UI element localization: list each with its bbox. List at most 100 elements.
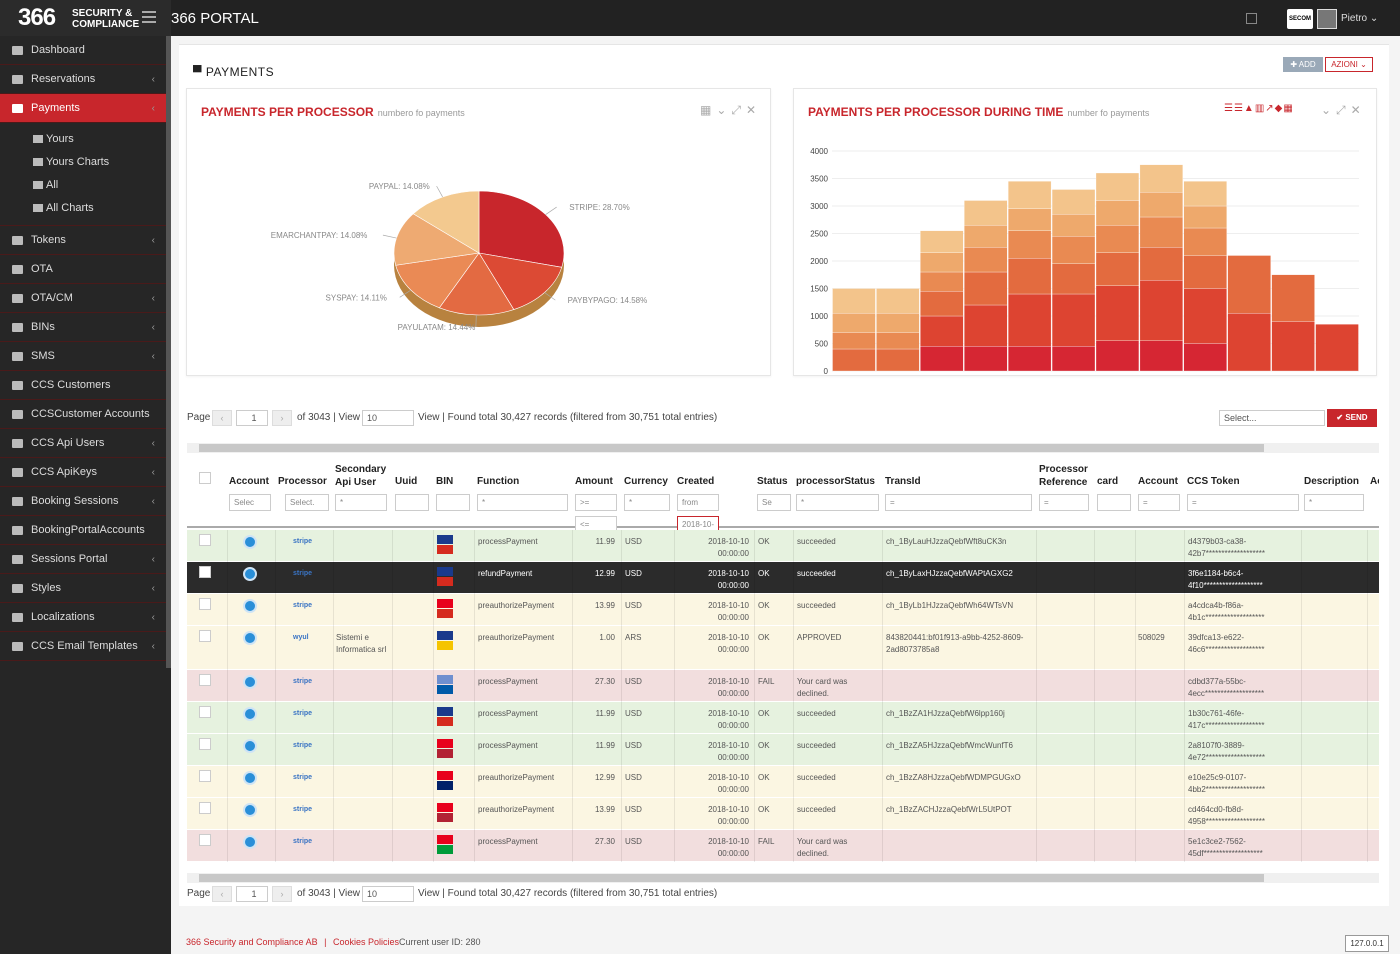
table-row[interactable]: stripe processPayment 11.99 USD 2018-10-10 00… bbox=[187, 734, 1379, 766]
bar-7-4[interactable] bbox=[1139, 192, 1183, 218]
bar-10-1[interactable] bbox=[1271, 321, 1315, 372]
bar-0-5[interactable] bbox=[832, 288, 876, 314]
bar-8-0[interactable] bbox=[1183, 343, 1227, 372]
bar-4-4[interactable] bbox=[1008, 208, 1052, 231]
filter-token[interactable]: = bbox=[1187, 494, 1299, 511]
row-checkbox[interactable] bbox=[199, 630, 211, 642]
bar-7-2[interactable] bbox=[1139, 247, 1183, 281]
pie-slice-4[interactable] bbox=[393, 213, 480, 266]
filter-pstatus[interactable]: * bbox=[796, 494, 879, 511]
sidebar-item-ccscustomer-accounts[interactable]: CCSCustomer Accounts bbox=[0, 400, 171, 429]
sidebar-item-ota-cm[interactable]: OTA/CM ‹ bbox=[0, 284, 171, 313]
bar-7-5[interactable] bbox=[1139, 164, 1183, 193]
bar-1-4[interactable] bbox=[876, 313, 920, 333]
filter-desc[interactable]: * bbox=[1304, 494, 1364, 511]
row-checkbox[interactable] bbox=[199, 674, 211, 686]
page-input[interactable]: 1 bbox=[236, 410, 268, 426]
add-button[interactable]: ✚ ADD bbox=[1283, 57, 1323, 72]
filter-created-to[interactable]: 2018-10- bbox=[677, 516, 719, 533]
column-header-account[interactable]: Account bbox=[1138, 476, 1178, 487]
filter-amt1[interactable]: >= bbox=[575, 494, 617, 511]
filter-acc2[interactable]: = bbox=[1138, 494, 1180, 511]
bar-0-2[interactable] bbox=[832, 348, 876, 372]
column-header-currency[interactable]: Currency bbox=[624, 476, 668, 487]
bar-6-3[interactable] bbox=[1095, 225, 1140, 253]
sidebar-item-sms[interactable]: SMS ‹ bbox=[0, 342, 171, 371]
row-checkbox[interactable] bbox=[199, 534, 211, 546]
horizontal-scrollbar[interactable] bbox=[187, 443, 1379, 453]
filter-account[interactable]: Selec bbox=[229, 494, 271, 511]
column-header-secondary-api-user[interactable]: Secondary Api User bbox=[335, 464, 387, 488]
bar-8-2[interactable] bbox=[1183, 255, 1227, 289]
bar-1-3[interactable] bbox=[876, 332, 920, 350]
bar-9-2[interactable] bbox=[1227, 255, 1271, 314]
bar-8-3[interactable] bbox=[1183, 227, 1227, 256]
row-checkbox[interactable] bbox=[199, 802, 211, 814]
table-row[interactable]: stripe preauthorizePayment 13.99 USD 2018-10… bbox=[187, 594, 1379, 626]
bar-2-0[interactable] bbox=[920, 346, 964, 372]
column-header-amount[interactable]: Amount bbox=[575, 476, 613, 487]
sidebar-item-sessions-portal[interactable]: Sessions Portal ‹ bbox=[0, 545, 171, 574]
submenu-all-charts[interactable]: All Charts bbox=[0, 197, 171, 220]
bar-5-1[interactable] bbox=[1051, 293, 1096, 347]
sidebar-item-ccs-customers[interactable]: CCS Customers bbox=[0, 371, 171, 400]
bar-2-2[interactable] bbox=[920, 291, 964, 317]
filter-uuid[interactable] bbox=[395, 494, 429, 511]
sidebar-item-ccs-api-users[interactable]: CCS Api Users ‹ bbox=[0, 429, 171, 458]
bar-5-3[interactable] bbox=[1051, 236, 1096, 264]
row-checkbox[interactable] bbox=[199, 706, 211, 718]
table-row[interactable]: stripe preauthorizePayment 13.99 USD 2018-10… bbox=[187, 798, 1379, 830]
column-header-ccs-token[interactable]: CCS Token bbox=[1187, 476, 1240, 487]
bar-8-4[interactable] bbox=[1183, 205, 1227, 229]
pie-slice-2[interactable] bbox=[438, 252, 515, 316]
filter-bin[interactable] bbox=[436, 494, 470, 511]
bar-2-4[interactable] bbox=[920, 252, 964, 273]
filter-fn[interactable]: * bbox=[477, 494, 568, 511]
sidebar-item-dashboard[interactable]: Dashboard bbox=[0, 36, 171, 65]
company-link[interactable]: 366 Security and Compliance AB bbox=[186, 937, 318, 947]
bar-3-3[interactable] bbox=[964, 247, 1008, 273]
bar-2-5[interactable] bbox=[920, 230, 964, 253]
table-row[interactable]: stripe processPayment 11.99 USD 2018-10-10 00… bbox=[187, 702, 1379, 734]
bar-7-0[interactable] bbox=[1139, 340, 1183, 372]
bar-1-5[interactable] bbox=[876, 288, 920, 314]
view-select[interactable]: 10 bbox=[362, 410, 414, 426]
bar-5-5[interactable] bbox=[1051, 189, 1096, 215]
pie-slice-5[interactable] bbox=[412, 190, 480, 254]
bar-5-2[interactable] bbox=[1051, 263, 1096, 295]
column-header-card[interactable]: card bbox=[1097, 476, 1119, 487]
filter-sec[interactable]: * bbox=[335, 494, 387, 511]
view-select-bottom[interactable]: 10 bbox=[362, 886, 414, 902]
bar-6-2[interactable] bbox=[1095, 252, 1140, 286]
bar-6-1[interactable] bbox=[1095, 285, 1140, 341]
bar-5-0[interactable] bbox=[1051, 346, 1096, 372]
column-header-created[interactable]: Created bbox=[677, 476, 715, 487]
bar-2-1[interactable] bbox=[920, 315, 964, 347]
submenu-all[interactable]: All bbox=[0, 174, 171, 197]
filter-ref[interactable]: = bbox=[1039, 494, 1089, 511]
sidebar-item-bins[interactable]: BINs ‹ bbox=[0, 313, 171, 342]
table-row[interactable]: stripe preauthorizePayment 12.99 USD 2018-10… bbox=[187, 766, 1379, 798]
table-row[interactable]: stripe processPayment 27.30 USD 2018-10-10 00… bbox=[187, 830, 1379, 862]
bar-8-1[interactable] bbox=[1183, 288, 1227, 344]
bar-4-2[interactable] bbox=[1008, 258, 1052, 295]
bar-6-4[interactable] bbox=[1095, 200, 1140, 226]
chart-type-tools[interactable]: ☰☰▲▥↗◆▦ bbox=[1224, 103, 1294, 114]
bar-3-5[interactable] bbox=[964, 200, 1008, 226]
table-row[interactable]: stripe processPayment 27.30 USD 2018-10-10 00… bbox=[187, 670, 1379, 702]
sidebar-item-tokens[interactable]: Tokens ‹ bbox=[0, 226, 171, 255]
azioni-button[interactable]: AZIONI ⌄ bbox=[1325, 57, 1373, 72]
prev-page-button-bottom[interactable]: ‹ bbox=[212, 886, 232, 902]
box-tools[interactable]: ▦⌄⤢✕ bbox=[700, 103, 762, 117]
column-header-ac[interactable]: Ac bbox=[1370, 476, 1379, 487]
sidebar-item-reservations[interactable]: Reservations ‹ bbox=[0, 65, 171, 94]
sidebar-item-ota[interactable]: OTA bbox=[0, 255, 171, 284]
sidebar-item-ccs-email-templates[interactable]: CCS Email Templates ‹ bbox=[0, 632, 171, 661]
table-row[interactable]: wyul Sistemi e Informatica srl preauthoriz… bbox=[187, 626, 1379, 670]
submenu-yours-charts[interactable]: Yours Charts bbox=[0, 151, 171, 174]
filter-status[interactable]: Se bbox=[757, 494, 791, 511]
row-checkbox[interactable] bbox=[199, 770, 211, 782]
bar-11-1[interactable] bbox=[1315, 324, 1359, 372]
filter-card[interactable] bbox=[1097, 494, 1131, 511]
column-header-transid[interactable]: TransId bbox=[885, 476, 921, 487]
